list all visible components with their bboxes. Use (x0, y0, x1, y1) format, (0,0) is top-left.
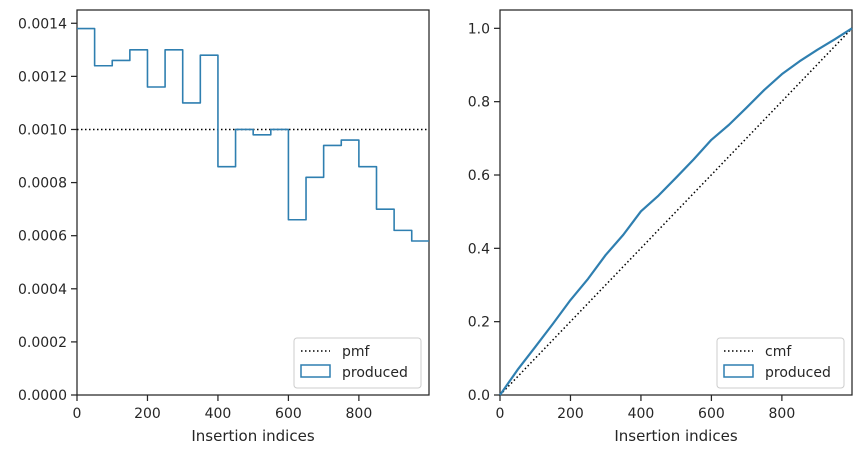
right-plot-frame (499, 9, 853, 396)
right-legend: cmf produced (716, 337, 845, 389)
left-produced-series (77, 27, 429, 242)
right-ytick-label: 0.4 (468, 241, 490, 257)
right-cmf-line (499, 27, 853, 396)
left-panel: 0 200 400 600 800 0.0000 0.0002 0.0004 0.0006 0.0… (18, 9, 430, 445)
left-legend-produced-label: produced (342, 365, 408, 381)
right-xtick-label: 600 (698, 406, 725, 422)
left-ytick-label: 0.0008 (18, 176, 67, 192)
right-ytick-label: 1.0 (468, 21, 490, 37)
left-xlabel: Insertion indices (191, 427, 314, 445)
left-xtick-label: 400 (205, 406, 232, 422)
left-ytick-label: 0.0004 (18, 282, 67, 298)
right-ytick-label: 0.8 (468, 95, 490, 111)
left-ytick-label: 0.0006 (18, 229, 67, 245)
left-xtick-label: 600 (275, 406, 302, 422)
right-xtick-label: 0 (496, 406, 505, 422)
left-xtick-label: 200 (134, 406, 161, 422)
right-legend-produced-label: produced (765, 365, 831, 381)
right-xtick-label: 800 (769, 406, 796, 422)
right-xlabel: Insertion indices (614, 427, 737, 445)
left-xtick-label: 0 (73, 406, 82, 422)
left-legend: pmf produced (293, 337, 422, 389)
right-ytick-label: 0.0 (468, 388, 490, 404)
right-legend-produced-swatch (723, 364, 754, 378)
left-xtick-label: 800 (346, 406, 373, 422)
right-marks: 0 200 400 600 800 0.0 0.2 0.4 0.6 0.8 1.0 (468, 21, 853, 422)
left-ytick-label: 0.0010 (18, 122, 67, 138)
left-marks: 0 200 400 600 800 0.0000 0.0002 0.0004 0.0006 0.0… (18, 16, 429, 422)
left-legend-pmf-label: pmf (342, 344, 371, 360)
right-xtick-label: 200 (557, 406, 584, 422)
right-legend-cmf-label: cmf (765, 344, 792, 360)
left-ytick-label: 0.0002 (18, 335, 67, 351)
left-ytick-label: 0.0014 (18, 16, 67, 32)
left-ytick-label: 0.0000 (18, 388, 67, 404)
right-produced-series (499, 27, 853, 396)
left-plot-frame (76, 9, 430, 396)
left-ytick-label: 0.0012 (18, 69, 67, 85)
right-ytick-label: 0.6 (468, 168, 490, 184)
left-legend-produced-swatch (300, 364, 331, 378)
right-xtick-label: 400 (628, 406, 655, 422)
right-panel: 0 200 400 600 800 0.0 0.2 0.4 0.6 0.8 1.0 Insertio… (468, 9, 853, 445)
right-ytick-label: 0.2 (468, 315, 490, 331)
